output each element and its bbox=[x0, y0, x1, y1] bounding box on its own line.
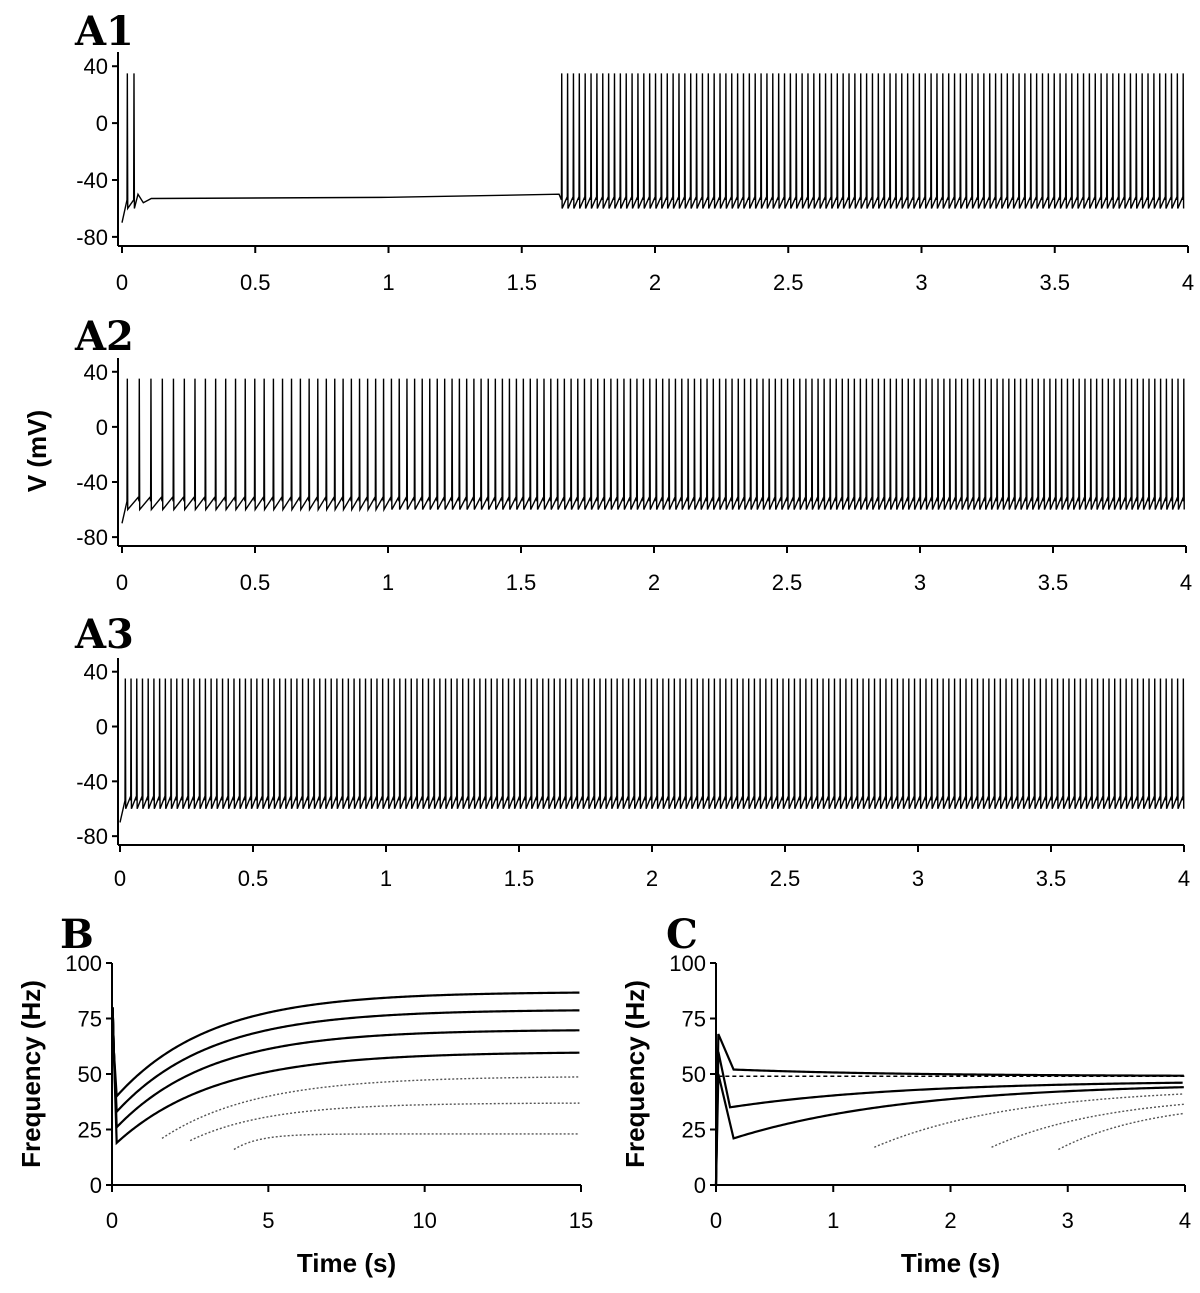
x-tick-label: 3.5 bbox=[1038, 570, 1069, 595]
y-tick-label: -80 bbox=[76, 824, 108, 849]
x-tick-label: 0.5 bbox=[240, 570, 271, 595]
frequency-series bbox=[233, 1133, 580, 1151]
x-tick-label: 3 bbox=[1062, 1208, 1074, 1233]
y-tick-label: 25 bbox=[682, 1118, 706, 1143]
x-tick-label: 2.5 bbox=[773, 270, 804, 295]
x-tick-label: 3.5 bbox=[1039, 270, 1070, 295]
frequency-series bbox=[111, 1007, 580, 1130]
x-tick-label: 10 bbox=[412, 1208, 436, 1233]
frequency-series bbox=[111, 1007, 580, 1115]
voltage-trace bbox=[121, 378, 1185, 524]
x-tick-label: 1.5 bbox=[504, 866, 535, 891]
y-tick-label: 0 bbox=[96, 111, 108, 136]
x-tick-label: 4 bbox=[1179, 1208, 1191, 1233]
x-tick-label: 15 bbox=[569, 1208, 593, 1233]
x-tick-label: 0 bbox=[106, 1208, 118, 1233]
x-tick-label: 0 bbox=[710, 1208, 722, 1233]
x-tick-label: 2.5 bbox=[770, 866, 801, 891]
x-tick-label: 2 bbox=[648, 570, 660, 595]
frequency-series bbox=[991, 1103, 1184, 1148]
y-tick-label: 40 bbox=[84, 360, 108, 385]
panel-label-a1: A1 bbox=[74, 8, 134, 55]
x-tick-label: 3 bbox=[912, 866, 924, 891]
y-tick-label: 0 bbox=[694, 1173, 706, 1198]
x-tick-label: 3 bbox=[914, 570, 926, 595]
x-tick-label: 3.5 bbox=[1036, 866, 1067, 891]
x-tick-label: 1 bbox=[827, 1208, 839, 1233]
frequency-series bbox=[714, 1051, 1183, 1186]
x-tick-label: 0 bbox=[116, 570, 128, 595]
x-tick-label: 1 bbox=[382, 570, 394, 595]
y-tick-label: -80 bbox=[76, 225, 108, 250]
frequency-series bbox=[161, 1076, 580, 1139]
frequency-series bbox=[714, 1033, 1184, 1186]
y-tick-label: -40 bbox=[76, 168, 108, 193]
y-tick-label: 40 bbox=[84, 660, 108, 685]
x-tick-label: 1 bbox=[382, 270, 394, 295]
x-tick-label: 0 bbox=[114, 866, 126, 891]
x-tick-label: 1.5 bbox=[506, 570, 537, 595]
panel-b: B 0 25 50 75 100 0 5 10 15 Time (s) Frequency (Hz) bbox=[16, 911, 593, 1278]
y-tick-label: 0 bbox=[90, 1173, 102, 1198]
y-tick-label: 100 bbox=[65, 951, 102, 976]
frequency-series bbox=[111, 991, 580, 1099]
panel-label-c: C bbox=[666, 911, 698, 958]
x-tick-label: 2 bbox=[944, 1208, 956, 1233]
y-tick-label: -40 bbox=[76, 769, 108, 794]
voltage-trace bbox=[121, 73, 1185, 223]
y-tick-label: 50 bbox=[682, 1062, 706, 1087]
x-tick-label: 5 bbox=[262, 1208, 274, 1233]
y-tick-label: 75 bbox=[682, 1007, 706, 1032]
y-tick-label: 0 bbox=[96, 415, 108, 440]
x-tick-label: 3 bbox=[915, 270, 927, 295]
panel-label-a3: A3 bbox=[74, 611, 134, 658]
x-tick-label: 0 bbox=[116, 270, 128, 295]
frequency-series bbox=[189, 1102, 580, 1142]
x-tick-label: 0.5 bbox=[240, 270, 271, 295]
frequency-series bbox=[1058, 1112, 1183, 1151]
y-tick-label: -80 bbox=[76, 525, 108, 550]
y-axis-title: V (mV) bbox=[22, 410, 52, 492]
x-axis-title: Time (s) bbox=[901, 1248, 1000, 1278]
panel-label-a2: A2 bbox=[74, 313, 134, 360]
voltage-trace bbox=[119, 678, 1185, 823]
x-tick-label: 0.5 bbox=[238, 866, 269, 891]
x-tick-label: 1.5 bbox=[506, 270, 537, 295]
y-tick-label: 100 bbox=[669, 951, 706, 976]
y-tick-label: 40 bbox=[84, 54, 108, 79]
panel-label-b: B bbox=[60, 911, 94, 958]
y-tick-label: -40 bbox=[76, 470, 108, 495]
y-tick-label: 75 bbox=[78, 1007, 102, 1032]
x-axis-title: Time (s) bbox=[297, 1248, 396, 1278]
y-axis-title: Frequency (Hz) bbox=[16, 980, 46, 1168]
y-axis-title: Frequency (Hz) bbox=[620, 980, 650, 1168]
frequency-series bbox=[874, 1093, 1184, 1148]
y-tick-label: 50 bbox=[78, 1062, 102, 1087]
x-tick-label: 2 bbox=[649, 270, 661, 295]
y-tick-label: 0 bbox=[96, 715, 108, 740]
panel-c: C 0 25 50 75 100 0 1 2 3 4 Time (s) Frequency (Hz) bbox=[620, 911, 1191, 1278]
frequency-series bbox=[714, 1073, 1184, 1186]
y-tick-label: 25 bbox=[78, 1118, 102, 1143]
x-tick-label: 4 bbox=[1178, 866, 1190, 891]
x-tick-label: 1 bbox=[380, 866, 392, 891]
frequency-series bbox=[111, 1007, 580, 1146]
x-tick-label: 2.5 bbox=[772, 570, 803, 595]
x-tick-label: 4 bbox=[1180, 570, 1192, 595]
x-tick-label: 4 bbox=[1182, 270, 1194, 295]
x-tick-label: 2 bbox=[646, 866, 658, 891]
